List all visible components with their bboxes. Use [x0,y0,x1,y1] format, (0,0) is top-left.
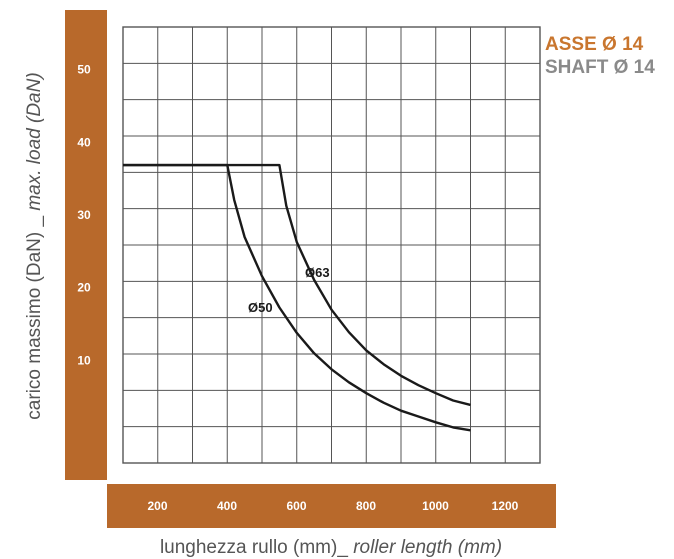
y-tick-label: 30 [77,208,91,222]
series-label-d50: Ø50 [248,300,273,315]
x-tick-label: 400 [217,499,237,513]
series-label-d63: Ø63 [305,265,330,280]
curves [123,163,471,432]
series-line-1 [123,163,471,407]
x-tick-label: 600 [286,499,306,513]
y-tick-label: 20 [77,281,91,295]
y-tick-label: 40 [77,135,91,149]
y-axis-title-italic: max. load (DaN) [24,72,45,210]
y-axis-title: carico massimo (DaN) _ max. load (DaN) [24,72,45,419]
x-tick-label: 1000 [422,499,449,513]
x-axis-title-italic: roller length (mm) [353,537,502,558]
grid-horizontal [123,62,540,428]
y-tick-label: 60 [77,0,91,4]
chart-title: ASSE Ø 14 [545,34,644,55]
y-tick-label: 50 [77,63,91,77]
x-tick-label: 200 [147,499,167,513]
x-tick-labels: 200 400 600 800 1000 1200 [147,499,518,513]
x-tick-label: 1200 [492,499,519,513]
x-axis-band [107,484,556,528]
y-tick-labels: 10 20 30 40 50 60 [77,0,91,367]
y-axis-band [65,10,107,480]
chart-subtitle: SHAFT Ø 14 [545,57,655,78]
x-axis-title-main: lunghezza rullo (mm)_ [160,537,353,558]
x-axis-title: lunghezza rullo (mm)_ roller length (mm) [160,537,502,558]
y-tick-label: 10 [77,353,91,367]
x-tick-label: 800 [356,499,376,513]
y-axis-title-main: carico massimo (DaN) _ [24,211,45,420]
